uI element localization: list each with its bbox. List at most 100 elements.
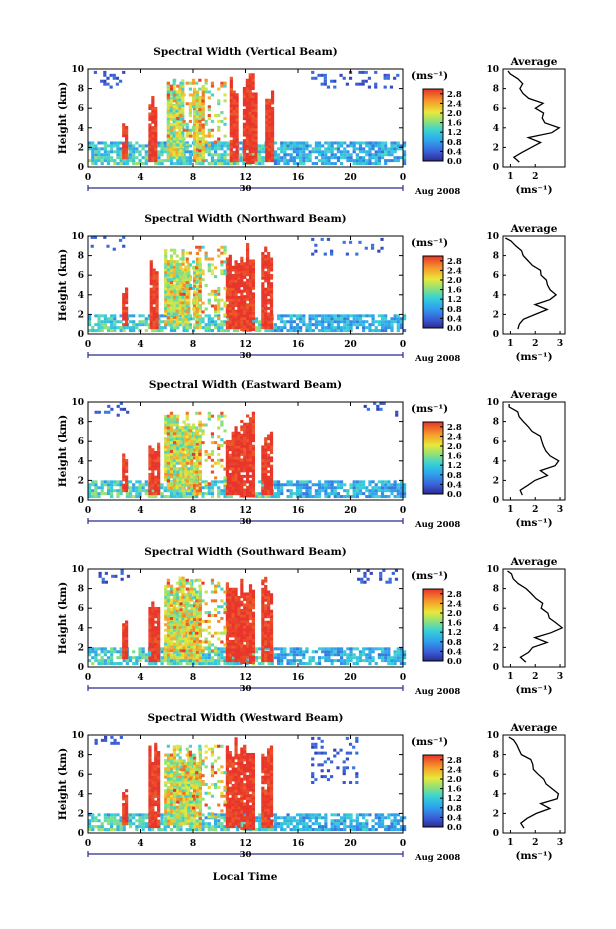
heatmap-cell: [122, 407, 127, 411]
heatmap-cell: [157, 606, 161, 610]
heatmap-cell: [201, 85, 205, 89]
heatmap-cell: [387, 659, 391, 663]
heatmap-cell: [178, 431, 182, 435]
heatmap-cell: [185, 329, 189, 333]
heatmap-cell: [109, 73, 113, 77]
heatmap-cell: [269, 315, 274, 319]
heatmap-cell: [181, 439, 185, 443]
heatmap-cell: [245, 97, 249, 101]
heatmap-cell: [380, 647, 385, 651]
heatmap-cell: [377, 323, 381, 327]
heatmap-cell: [181, 87, 185, 91]
heatmap-cell: [172, 260, 176, 264]
heatmap-cell: [225, 461, 230, 465]
heatmap-cell: [204, 659, 208, 663]
heatmap-cell: [181, 312, 185, 316]
heatmap-cell: [195, 435, 199, 439]
heatmap-cell: [122, 309, 126, 313]
heatmap-cell: [138, 659, 142, 663]
heatmap-cell: [110, 486, 114, 490]
heatmap-cell: [270, 90, 275, 94]
heatmap-cell: [261, 306, 265, 310]
heatmap-cell: [383, 85, 387, 89]
heatmap-cell: [390, 159, 394, 163]
heatmap-cell: [122, 453, 126, 457]
heatmap-cell: [277, 647, 281, 651]
heatmap-cell: [220, 156, 224, 160]
heatmap-cell: [254, 106, 258, 110]
heatmap-cell: [236, 329, 240, 333]
heatmap-cell: [91, 150, 95, 154]
heatmap-cell: [110, 480, 114, 484]
heatmap-cell: [135, 492, 139, 496]
heatmap-cell: [132, 483, 136, 487]
heatmap-cell: [195, 268, 200, 272]
heatmap-cell: [333, 489, 337, 493]
heatmap-cell: [248, 275, 253, 279]
heatmap-cell: [231, 273, 235, 277]
heatmap-cell: [346, 653, 350, 657]
heatmap-cell: [135, 486, 139, 490]
heatmap-cell: [270, 101, 275, 105]
heatmap-cell: [317, 489, 322, 493]
heatmap-cell: [125, 317, 129, 321]
heatmap-cell: [151, 650, 155, 654]
heatmap-cell: [132, 326, 136, 330]
heatmap-cell: [135, 656, 139, 660]
heatmap-cell: [188, 128, 192, 132]
heatmap-cell: [112, 73, 116, 77]
heatmap-cell: [106, 656, 111, 660]
heatmap-cell: [122, 625, 126, 629]
heatmap-cell: [148, 115, 152, 119]
heatmap-cell: [240, 322, 244, 326]
heatmap-cell: [151, 137, 155, 141]
heatmap-cell: [248, 122, 252, 126]
heatmap-cell: [110, 326, 114, 330]
heatmap-cell: [98, 571, 102, 575]
heatmap-cell: [198, 268, 202, 272]
heatmap-cell: [122, 326, 126, 330]
heatmap-cell: [246, 414, 250, 418]
heatmap-cell: [122, 458, 126, 462]
colorbar-tick-label: 0.8: [447, 305, 462, 315]
heatmap-cell: [220, 647, 224, 651]
heatmap-cell: [148, 148, 152, 152]
heatmap-cell: [169, 323, 174, 327]
heatmap-cell: [368, 492, 372, 496]
heatmap-cell: [217, 329, 221, 333]
heatmap-cell: [245, 136, 249, 140]
heatmap-cell: [280, 320, 284, 324]
heatmap-cell: [116, 150, 120, 154]
heatmap-cell: [340, 653, 344, 657]
heatmap-cell: [229, 104, 233, 108]
heatmap-cell: [228, 448, 232, 452]
heatmap-cell: [157, 483, 161, 487]
heatmap-cell: [380, 495, 385, 499]
heatmap-cell: [210, 272, 215, 276]
heatmap-cell: [396, 156, 400, 160]
heatmap-cell: [248, 136, 252, 140]
heatmap-cell: [231, 437, 235, 441]
heatmap-cell: [330, 480, 334, 484]
heatmap-cell: [245, 84, 249, 88]
heatmap-cell: [182, 495, 186, 499]
heatmap-cell: [308, 492, 312, 496]
heatmap-cell: [178, 301, 182, 305]
heatmap-cell: [128, 492, 133, 496]
heatmap-cell: [128, 495, 133, 499]
heatmap-cell: [119, 653, 123, 657]
heatmap-cell: [166, 426, 170, 430]
heatmap-cell: [176, 134, 180, 138]
heatmap-cell: [119, 156, 123, 160]
heatmap-cell: [251, 430, 255, 434]
heatmap-cell: [393, 144, 397, 148]
heatmap-cell: [362, 659, 366, 663]
heatmap-cell: [100, 156, 104, 160]
heatmap-cell: [226, 662, 230, 666]
heatmap-cell: [119, 492, 123, 496]
heatmap-cell: [234, 287, 238, 291]
heatmap-cell: [358, 489, 363, 493]
heatmap-cell: [231, 467, 235, 471]
heatmap-cell: [240, 463, 244, 467]
